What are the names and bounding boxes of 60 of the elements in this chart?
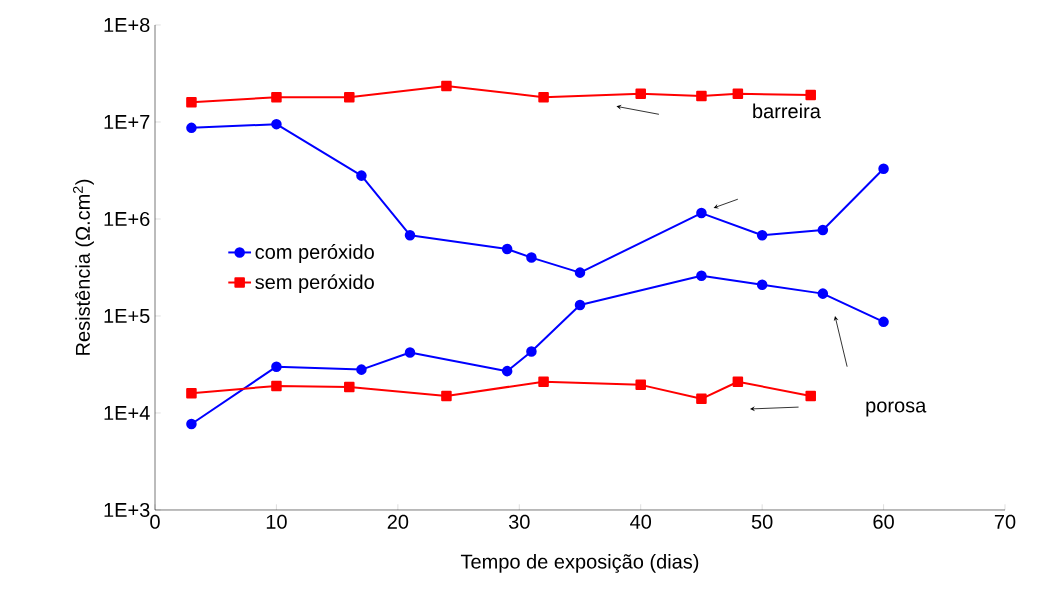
point <box>756 279 768 290</box>
x-tick-label: 0 <box>150 514 160 529</box>
y-tick-label: 1E+6 <box>104 211 150 227</box>
point <box>186 96 197 108</box>
point <box>356 170 367 181</box>
point <box>271 91 282 103</box>
point <box>732 376 744 387</box>
point <box>538 376 549 387</box>
x-tick-label: 10 <box>266 514 287 529</box>
point <box>526 346 537 357</box>
y-tick-label: 1E+3 <box>104 502 150 518</box>
point <box>817 288 829 299</box>
y-axis-title: Resistência (Ω.cm$^{2}$) <box>73 179 94 355</box>
x-tick-label: 30 <box>508 514 530 529</box>
y-tick-label: 1E+7 <box>104 115 150 129</box>
point <box>635 379 646 391</box>
point <box>635 88 646 100</box>
x-tick-label: 60 <box>873 514 894 529</box>
point <box>356 364 367 375</box>
y-tick-label: 1E+5 <box>104 309 150 323</box>
x-tick-label: 50 <box>751 514 773 529</box>
x-axis-title: Tempo de exposição (dias) <box>460 554 699 573</box>
point <box>574 299 586 311</box>
point <box>756 229 768 241</box>
point <box>441 80 452 92</box>
x-tick-label: 40 <box>630 514 652 529</box>
point <box>696 207 707 219</box>
point <box>186 387 197 399</box>
point <box>344 91 355 103</box>
point <box>878 316 889 328</box>
point <box>186 418 197 430</box>
legend-label: sem peróxido <box>255 274 374 294</box>
point <box>404 347 416 358</box>
point <box>501 365 513 377</box>
point <box>696 90 707 102</box>
point <box>696 270 707 281</box>
point <box>271 118 282 130</box>
point <box>538 91 549 103</box>
point <box>186 122 197 134</box>
point <box>732 88 744 100</box>
legend-label: com peróxido <box>255 244 374 263</box>
point <box>404 229 416 241</box>
point <box>696 393 707 405</box>
point <box>805 390 816 402</box>
point <box>441 390 452 402</box>
point <box>344 381 355 393</box>
point <box>271 361 282 372</box>
point <box>805 89 816 101</box>
x-tick-label: 70 <box>994 514 1016 529</box>
x-tick-label: 20 <box>387 514 409 529</box>
point <box>574 267 586 278</box>
annotation: porosa <box>866 401 927 417</box>
point <box>271 380 282 392</box>
point <box>526 252 537 263</box>
y-tick-label: 1E+4 <box>104 406 150 420</box>
point <box>817 224 829 236</box>
y-tick-label: 1E+8 <box>104 17 150 33</box>
annotation: barreira <box>753 103 821 119</box>
point <box>878 163 889 174</box>
point <box>501 243 513 255</box>
